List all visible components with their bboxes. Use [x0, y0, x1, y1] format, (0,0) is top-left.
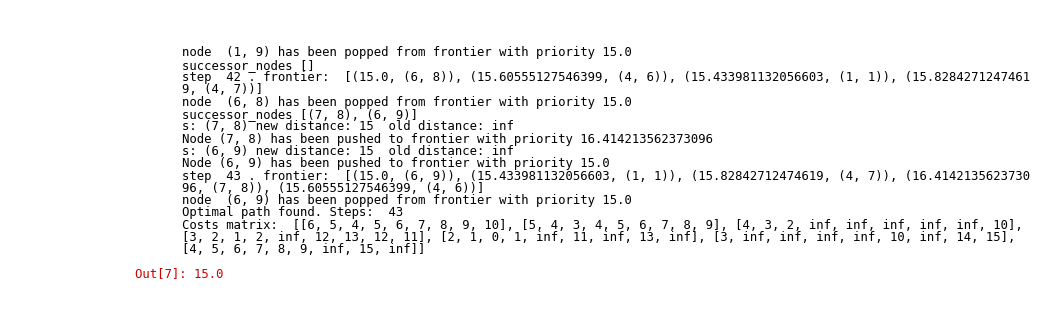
- Text: node  (6, 9) has been popped from frontier with priority 15.0: node (6, 9) has been popped from frontie…: [182, 194, 632, 207]
- Text: Node (7, 8) has been pushed to frontier with priority 16.414213562373096: Node (7, 8) has been pushed to frontier …: [182, 133, 714, 146]
- Text: s: (6, 9) new distance: 15  old distance: inf: s: (6, 9) new distance: 15 old distance:…: [182, 145, 514, 158]
- Text: successor_nodes [(7, 8), (6, 9)]: successor_nodes [(7, 8), (6, 9)]: [182, 108, 418, 121]
- Text: [3, 2, 1, 2, inf, 12, 13, 12, 11], [2, 1, 0, 1, inf, 11, inf, 13, inf], [3, inf,: [3, 2, 1, 2, inf, 12, 13, 12, 11], [2, 1…: [182, 231, 1015, 244]
- Text: 96, (7, 8)), (15.60555127546399, (4, 6))]: 96, (7, 8)), (15.60555127546399, (4, 6))…: [182, 182, 485, 195]
- Text: successor_nodes []: successor_nodes []: [182, 59, 315, 72]
- Text: 9, (4, 7))]: 9, (4, 7))]: [182, 83, 264, 96]
- Text: step  43 . frontier:  [(15.0, (6, 9)), (15.433981132056603, (1, 1)), (15.8284271: step 43 . frontier: [(15.0, (6, 9)), (15…: [182, 170, 1030, 183]
- Text: Costs matrix:  [[6, 5, 4, 5, 6, 7, 8, 9, 10], [5, 4, 3, 4, 5, 6, 7, 8, 9], [4, 3: Costs matrix: [[6, 5, 4, 5, 6, 7, 8, 9, …: [182, 219, 1022, 232]
- Text: [4, 5, 6, 7, 8, 9, inf, 15, inf]]: [4, 5, 6, 7, 8, 9, inf, 15, inf]]: [182, 243, 426, 256]
- Text: node  (6, 8) has been popped from frontier with priority 15.0: node (6, 8) has been popped from frontie…: [182, 96, 632, 109]
- Text: Optimal path found. Steps:  43: Optimal path found. Steps: 43: [182, 206, 404, 220]
- Text: Node (6, 9) has been pushed to frontier with priority 15.0: Node (6, 9) has been pushed to frontier …: [182, 157, 610, 170]
- Text: s: (7, 8) new distance: 15  old distance: inf: s: (7, 8) new distance: 15 old distance:…: [182, 120, 514, 133]
- Text: Out[7]: 15.0: Out[7]: 15.0: [135, 267, 223, 279]
- Text: step  42 . frontier:  [(15.0, (6, 8)), (15.60555127546399, (4, 6)), (15.43398113: step 42 . frontier: [(15.0, (6, 8)), (15…: [182, 71, 1030, 84]
- Text: node  (1, 9) has been popped from frontier with priority 15.0: node (1, 9) has been popped from frontie…: [182, 46, 632, 59]
